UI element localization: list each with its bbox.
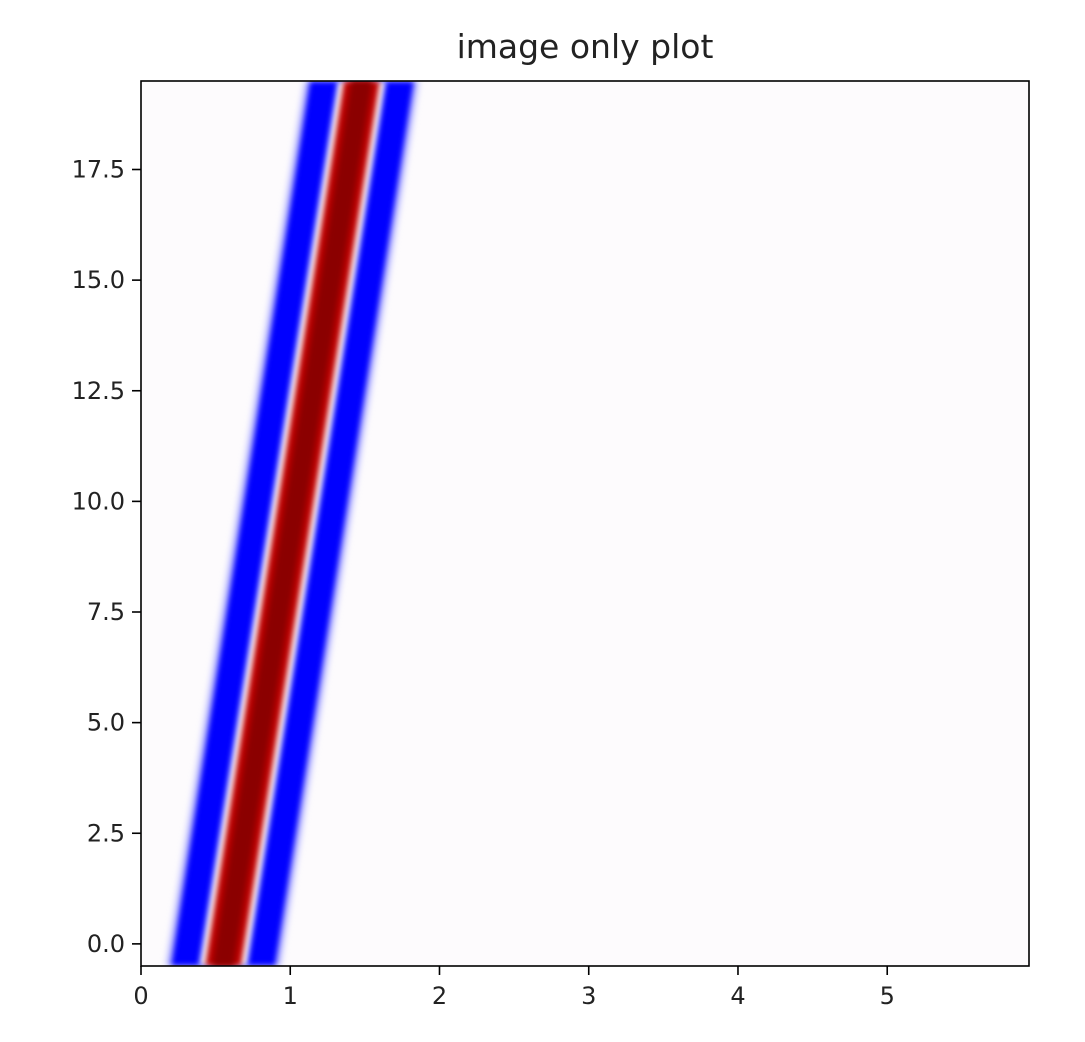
y-tick-label: 17.5 [72, 156, 125, 184]
heatmap-positive-core [212, 81, 373, 966]
y-tick-label: 5.0 [87, 709, 125, 737]
y-tick-label: 10.0 [72, 487, 125, 515]
x-tick-label: 3 [581, 982, 596, 1010]
y-tick-label: 0.0 [87, 930, 125, 958]
chart-title: image only plot [457, 27, 714, 66]
x-tick-label: 1 [283, 982, 298, 1010]
heatmap-image [164, 81, 421, 966]
x-tick-label: 0 [133, 982, 148, 1010]
y-axis: 0.0 2.5 5.0 7.5 10.0 12.5 15.0 17.5 [72, 156, 141, 958]
x-axis: 0 1 2 3 4 5 [133, 966, 895, 1010]
x-tick-label: 5 [880, 982, 895, 1010]
x-tick-label: 2 [432, 982, 447, 1010]
y-tick-label: 7.5 [87, 598, 125, 626]
plot-frame [140, 80, 1030, 967]
y-tick-label: 2.5 [87, 819, 125, 847]
y-tick-label: 15.0 [72, 266, 125, 294]
x-tick-label: 4 [730, 982, 745, 1010]
y-tick-label: 12.5 [72, 377, 125, 405]
